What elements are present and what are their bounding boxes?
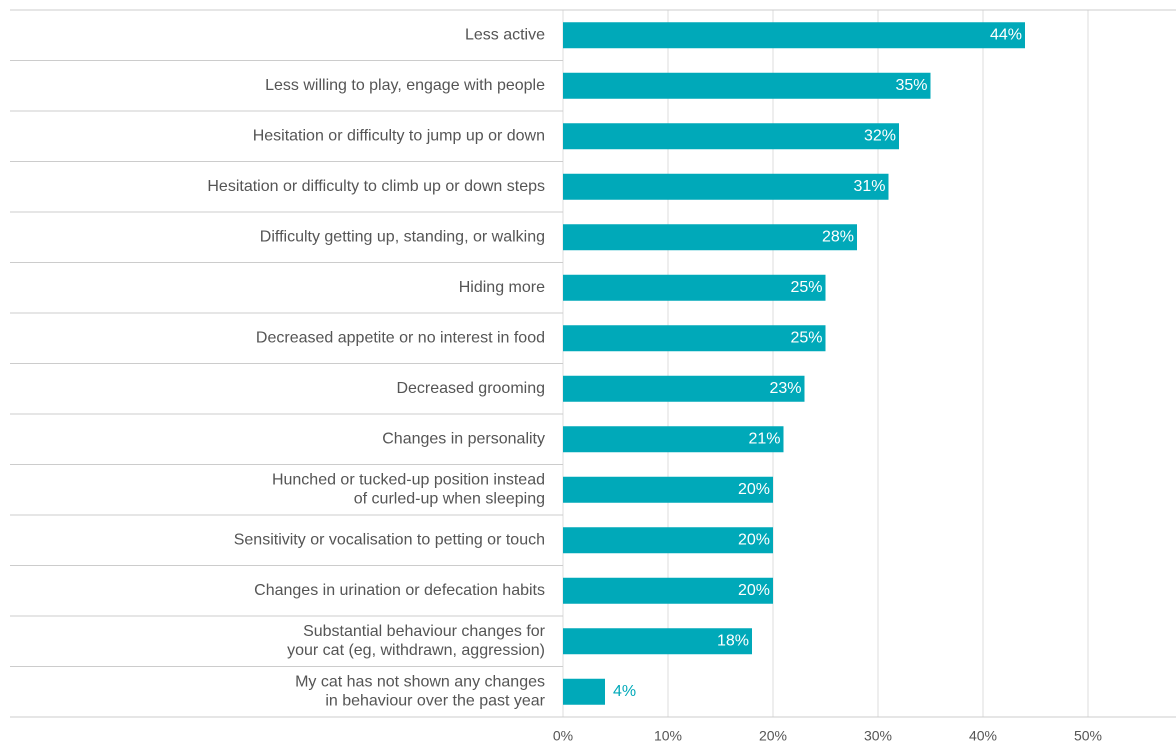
bar [563, 22, 1025, 49]
bar [563, 375, 805, 402]
bar [563, 274, 826, 301]
bar [563, 426, 784, 453]
y-tick-label: Changes in personality [382, 430, 545, 447]
bar [563, 325, 826, 352]
bar [563, 628, 752, 655]
y-tick-label: Decreased grooming [396, 380, 545, 397]
x-tick-label: 50% [1074, 728, 1102, 744]
bar [563, 577, 773, 604]
y-tick-label: Hiding more [459, 279, 545, 296]
y-tick-label: My cat has not shown any changes in behav… [295, 673, 546, 709]
bar [563, 527, 773, 554]
value-label: 25% [790, 279, 822, 296]
value-label: 18% [717, 632, 749, 649]
y-tick-label: Changes in urination or defecation habit… [254, 582, 545, 599]
y-tick-label: Hesitation or difficulty to jump up or d… [253, 127, 545, 144]
x-tick-label: 20% [759, 728, 787, 744]
x-tick-label: 30% [864, 728, 892, 744]
bar [563, 173, 889, 200]
y-tick-label: Hesitation or difficulty to climb up or … [207, 178, 545, 195]
value-label: 23% [769, 380, 801, 397]
value-label: 4% [613, 683, 636, 700]
x-tick-label: 10% [654, 728, 682, 744]
y-tick-label: Difficulty getting up, standing, or walk… [260, 228, 545, 245]
value-label: 21% [748, 430, 780, 447]
value-label: 35% [895, 77, 927, 94]
value-label: 25% [790, 329, 822, 346]
bar [563, 224, 857, 251]
y-tick-label: Less willing to play, engage with people [265, 77, 545, 94]
bar [563, 476, 773, 503]
y-tick-label: Substantial behaviour changes for your ca… [287, 623, 546, 659]
value-label: 28% [822, 228, 854, 245]
y-tick-label: Decreased appetite or no interest in foo… [256, 329, 545, 346]
bar [563, 72, 931, 99]
value-label: 44% [990, 26, 1022, 43]
bar [563, 678, 605, 705]
value-label: 20% [738, 531, 770, 548]
value-label: 20% [738, 582, 770, 599]
value-label: 20% [738, 481, 770, 498]
y-tick-label: Sensitivity or vocalisation to petting o… [234, 531, 545, 548]
x-tick-label: 40% [969, 728, 997, 744]
value-label: 31% [853, 178, 885, 195]
bar [563, 123, 899, 150]
y-tick-label: Less active [465, 26, 545, 43]
x-tick-label: 0% [553, 728, 573, 744]
y-tick-label: Hunched or tucked-up position instead of … [272, 471, 545, 507]
value-label: 32% [864, 127, 896, 144]
